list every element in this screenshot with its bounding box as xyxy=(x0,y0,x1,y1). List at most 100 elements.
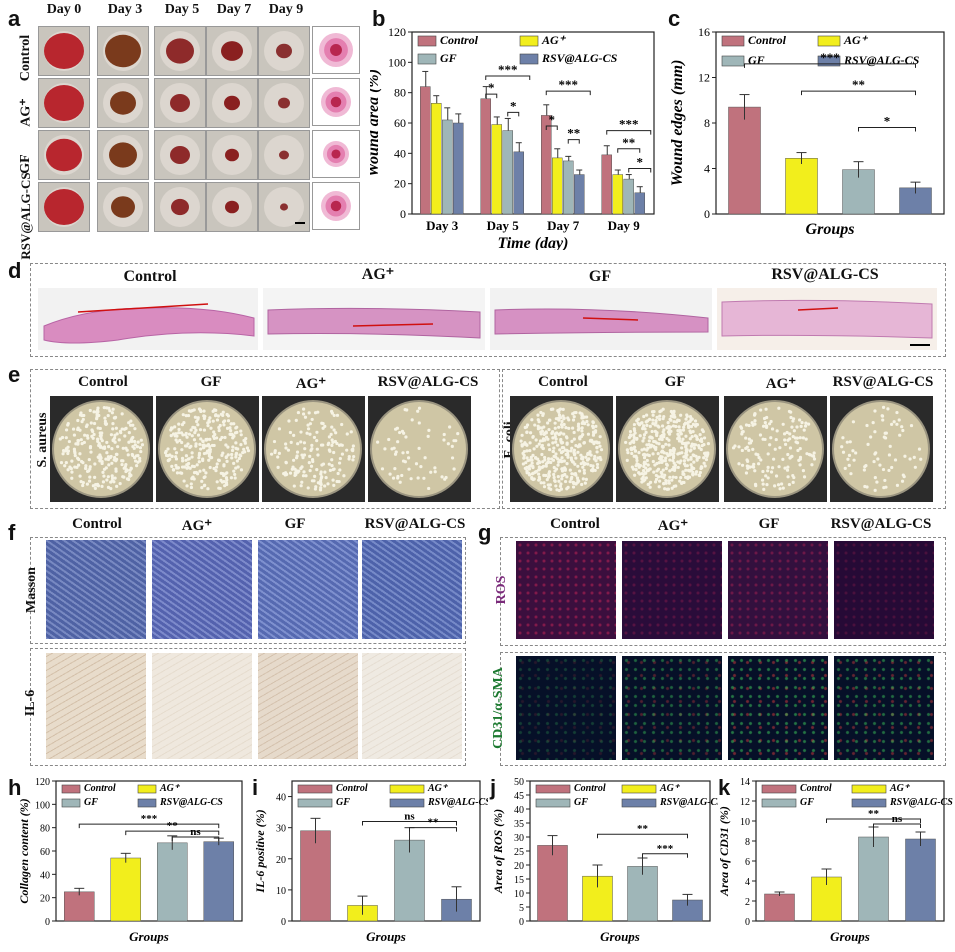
group-label: Control xyxy=(518,374,608,391)
significance-label: ** xyxy=(637,823,649,835)
wound-photo xyxy=(97,182,149,232)
legend-label: RSV@ALG-CS xyxy=(541,51,618,65)
legend-swatch xyxy=(138,785,156,793)
legend-swatch xyxy=(622,785,656,793)
il6-tile xyxy=(362,653,462,759)
group-label: AG⁺ xyxy=(736,374,826,393)
legend-swatch xyxy=(536,785,570,793)
legend-label: AG⁺ xyxy=(843,33,869,47)
y-tick-label: 30 xyxy=(514,833,524,844)
agar-plate xyxy=(156,396,259,502)
legend-swatch xyxy=(390,785,424,793)
wound-photo xyxy=(206,78,258,128)
x-tick-label: Day 5 xyxy=(487,218,520,233)
significance-label: * xyxy=(510,98,517,113)
y-tick-label: 16 xyxy=(698,25,710,39)
bar xyxy=(453,123,463,214)
y-tick-label: 10 xyxy=(514,889,524,900)
legend-swatch xyxy=(62,785,80,793)
agar-plate xyxy=(830,396,933,502)
legend-label: GF xyxy=(800,797,814,808)
y-tick-label: 60 xyxy=(394,116,406,130)
day-label: Day 9 xyxy=(260,2,312,18)
y-tick-label: 120 xyxy=(35,777,50,788)
group-label: GF xyxy=(260,516,330,533)
stain-label: Masson xyxy=(24,560,40,620)
il6-tile xyxy=(258,653,358,759)
ros-tile xyxy=(516,541,616,639)
wound-photo xyxy=(154,130,206,180)
bar xyxy=(431,103,441,214)
agar-plate xyxy=(616,396,719,502)
cd31-chart: 02468101214Area of CD31 (%)GroupsControl… xyxy=(716,775,954,950)
bar xyxy=(563,161,573,214)
stain-label: ROS xyxy=(494,560,510,620)
y-tick-label: 0 xyxy=(45,917,50,928)
agar-plate xyxy=(50,396,153,502)
legend-label: Control xyxy=(800,783,832,794)
bar xyxy=(514,152,524,214)
y-tick-label: 14 xyxy=(740,777,750,788)
significance-label: *** xyxy=(619,117,639,132)
group-label: RSV@ALG-CS xyxy=(816,516,946,533)
legend-swatch xyxy=(722,36,744,46)
group-label: GF xyxy=(166,374,256,391)
wound-photo xyxy=(38,130,90,180)
y-tick-label: 0 xyxy=(400,207,406,221)
wound-photo xyxy=(97,130,149,180)
masson-tile xyxy=(46,540,146,639)
y-tick-label: 5 xyxy=(519,903,524,914)
panel-label-f: f xyxy=(8,520,15,546)
legend-swatch xyxy=(520,36,538,46)
bar xyxy=(301,831,331,921)
significance-label: ** xyxy=(428,817,440,829)
x-axis-label: Groups xyxy=(129,929,169,944)
panel-label-e: e xyxy=(8,362,20,388)
group-label: Control xyxy=(52,516,142,533)
y-tick-label: 30 xyxy=(276,824,286,835)
y-tick-label: 100 xyxy=(388,55,406,69)
wound-sketch xyxy=(312,182,360,230)
x-axis-label: Groups xyxy=(806,221,855,238)
y-tick-label: 20 xyxy=(276,855,286,866)
y-axis-label: Area of CD31 (%) xyxy=(717,806,731,897)
group-label: AG⁺ xyxy=(638,516,708,535)
group-label: Control xyxy=(58,374,148,391)
bar xyxy=(602,155,612,214)
legend-label: RSV@ALG-CS xyxy=(889,797,953,808)
wound-sketch xyxy=(312,130,360,178)
group-label: GF xyxy=(540,268,660,286)
significance-label: ** xyxy=(167,820,179,832)
x-tick-label: Day 9 xyxy=(608,218,641,233)
legend-label: GF xyxy=(574,797,588,808)
y-tick-label: 60 xyxy=(40,847,50,858)
legend-swatch xyxy=(520,54,538,64)
y-tick-label: 10 xyxy=(276,886,286,897)
masson-tile xyxy=(258,540,358,639)
significance-label: ** xyxy=(567,126,580,141)
y-tick-label: 15 xyxy=(514,875,524,886)
y-tick-label: 4 xyxy=(745,877,750,888)
x-tick-label: Day 7 xyxy=(547,218,580,233)
il6-tile xyxy=(152,653,252,759)
x-axis-label: Time (day) xyxy=(498,235,569,250)
legend-label: RSV@ALG-CS xyxy=(159,797,223,808)
wound-photo xyxy=(258,26,310,76)
group-label: RSV@ALG-CS xyxy=(350,516,480,533)
legend-swatch xyxy=(536,799,570,807)
group-label: GF xyxy=(734,516,804,533)
cd31-tile xyxy=(516,656,616,760)
significance-label: ns xyxy=(892,813,903,825)
bar xyxy=(420,87,430,214)
day-label: Day 0 xyxy=(38,2,90,18)
legend-label: GF xyxy=(748,53,765,67)
ros-tile xyxy=(622,541,722,639)
bar xyxy=(786,158,818,214)
wound-photo xyxy=(154,26,206,76)
wound-photo xyxy=(38,182,90,232)
significance-label: ns xyxy=(404,810,415,822)
legend-swatch xyxy=(852,785,886,793)
bar xyxy=(765,894,795,921)
group-label: RSV@ALG-CS xyxy=(755,266,895,284)
y-axis-label: Wound edges (mm) xyxy=(669,60,686,187)
